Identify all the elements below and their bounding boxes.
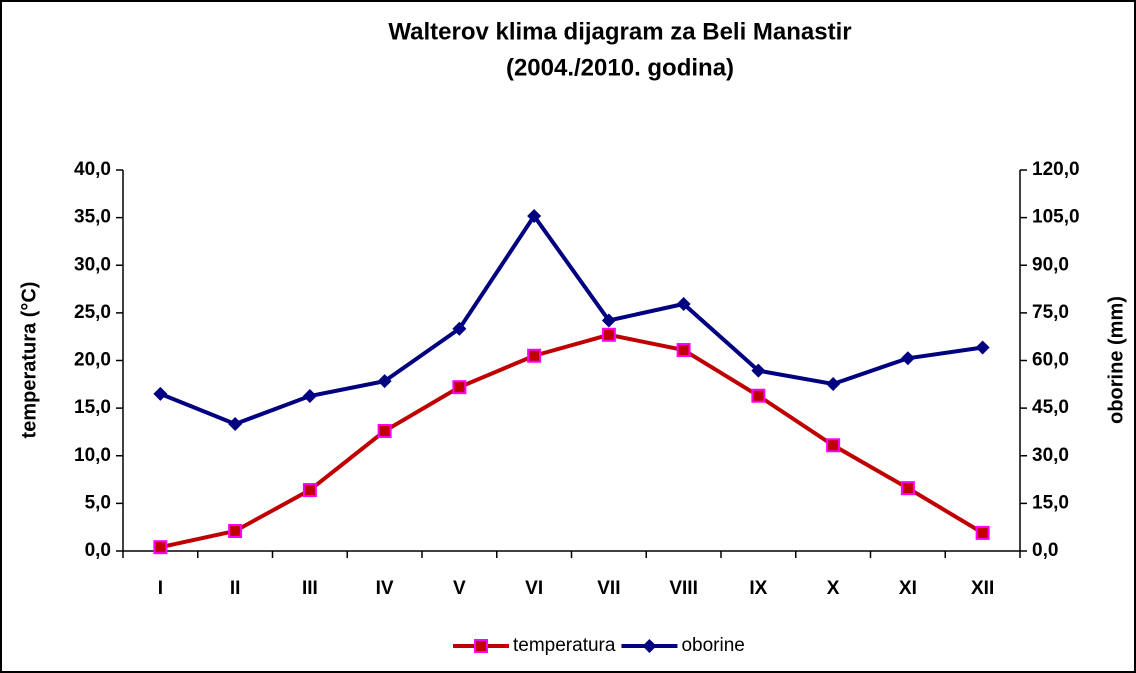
y-axis-label: temperatura (°C) xyxy=(18,282,40,439)
marker xyxy=(751,363,766,378)
y-tick-label: 25,0 xyxy=(74,302,111,323)
x-tick-label: I xyxy=(158,578,163,599)
x-tick-label: II xyxy=(230,578,241,599)
y-tick-label: 30,0 xyxy=(74,254,111,275)
y2-tick-label: 0,0 xyxy=(1032,540,1058,561)
legend-marker xyxy=(642,639,657,653)
marker xyxy=(601,313,616,328)
marker xyxy=(452,380,467,395)
x-tick-label: III xyxy=(302,578,318,599)
y2-tick-label: 120,0 xyxy=(1032,159,1080,180)
y-tick-label: 10,0 xyxy=(74,445,111,466)
y2-tick-label: 105,0 xyxy=(1032,207,1080,228)
y2-tick-label: 75,0 xyxy=(1032,302,1069,323)
marker xyxy=(377,423,392,438)
marker xyxy=(676,296,691,311)
legend-marker xyxy=(474,639,488,653)
y2-tick-label: 45,0 xyxy=(1032,397,1069,418)
x-tick-label: VII xyxy=(597,578,620,599)
chart-subtitle: (2004./2010. godina) xyxy=(506,54,734,81)
chart-title: Walterov klima dijagram za Beli Manastir xyxy=(388,18,851,45)
marker xyxy=(228,417,243,431)
y2-tick-label: 15,0 xyxy=(1032,492,1069,513)
y2-axis-label: oborine (mm) xyxy=(1105,296,1127,424)
y-tick-label: 5,0 xyxy=(85,492,111,513)
y2-tick-label: 90,0 xyxy=(1032,254,1069,275)
x-tick-label: XI xyxy=(899,578,917,599)
y2-tick-label: 60,0 xyxy=(1032,350,1069,371)
marker xyxy=(900,351,915,366)
x-tick-label: IV xyxy=(376,578,394,599)
marker xyxy=(377,374,392,389)
y2-tick-label: 30,0 xyxy=(1032,445,1069,466)
x-tick-label: X xyxy=(827,578,840,599)
legend-label: oborine xyxy=(681,635,744,656)
marker xyxy=(153,386,168,401)
marker xyxy=(228,523,243,538)
marker xyxy=(153,540,168,555)
marker xyxy=(601,327,616,342)
x-tick-label: IX xyxy=(749,578,767,599)
x-tick-label: XII xyxy=(971,578,994,599)
x-tick-label: VIII xyxy=(669,578,698,599)
y-tick-label: 0,0 xyxy=(85,540,111,561)
data-line xyxy=(159,212,983,427)
marker xyxy=(676,343,691,358)
y-tick-label: 15,0 xyxy=(74,397,111,418)
x-tick-label: VI xyxy=(525,578,543,599)
marker xyxy=(826,438,841,453)
marker xyxy=(975,525,990,540)
legend-label: temperatura xyxy=(513,635,616,656)
y-tick-label: 20,0 xyxy=(74,350,111,371)
marker xyxy=(302,389,317,404)
marker xyxy=(900,481,915,496)
marker xyxy=(302,483,317,498)
marker xyxy=(452,321,467,336)
marker xyxy=(826,376,841,391)
marker xyxy=(527,348,542,363)
marker xyxy=(975,340,990,355)
y-tick-label: 40,0 xyxy=(74,159,111,180)
marker xyxy=(527,209,542,224)
data-line xyxy=(159,332,984,550)
marker xyxy=(751,388,766,403)
x-tick-label: V xyxy=(453,578,466,599)
y-tick-label: 35,0 xyxy=(74,207,111,228)
